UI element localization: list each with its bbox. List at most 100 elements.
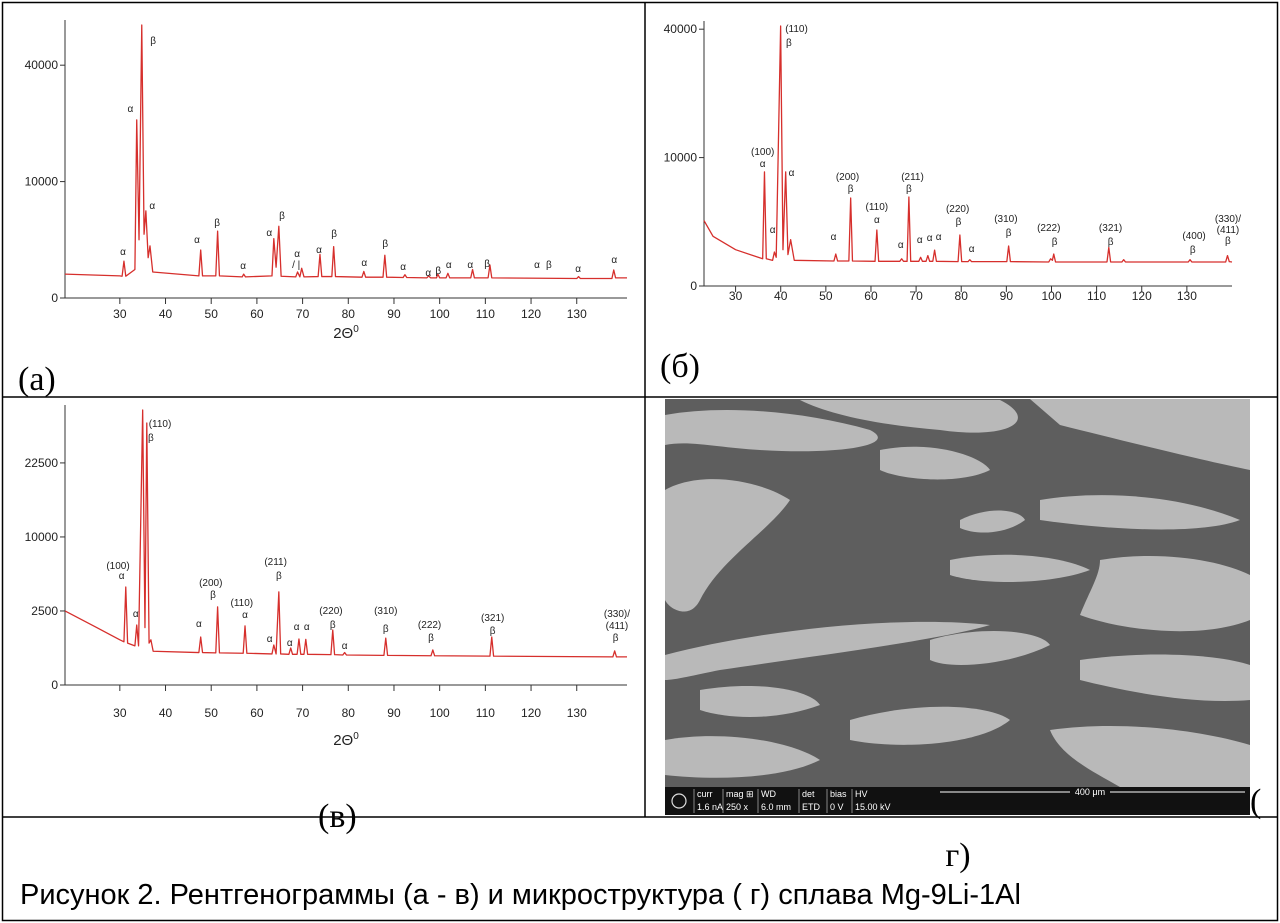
peak-label: (100) [751, 147, 774, 158]
x-axis-label: 2Θ0 [333, 731, 359, 749]
peak-label: α [196, 619, 202, 630]
peak-label: β [906, 184, 912, 195]
x-axis-label-main: 2Θ [333, 732, 353, 749]
info-value: 250 x [726, 802, 749, 812]
peak-label: β [484, 259, 490, 270]
x-tick-label: 90 [387, 706, 401, 720]
peak-label: (220) [946, 204, 969, 215]
peak-label: α [831, 232, 837, 243]
x-tick-label: 60 [250, 706, 264, 720]
peak-label: β [150, 36, 156, 47]
x-tick-label: 40 [159, 706, 173, 720]
x-tick-label: 130 [567, 307, 587, 321]
scale-label: 400 μm [1075, 787, 1105, 797]
info-value: 0 V [830, 802, 844, 812]
panel-label: (в) [318, 798, 357, 835]
peak-label: (110) [149, 419, 172, 430]
y-tick-label: 10000 [25, 175, 59, 189]
peak-label: β [1190, 245, 1196, 256]
detector-icon [671, 793, 687, 809]
peak-label: α [361, 258, 367, 269]
panel-label: г) [945, 837, 970, 874]
info-label: WD [761, 789, 776, 799]
x-tick-label: 130 [1177, 289, 1197, 303]
panel-label: ( [1250, 783, 1261, 820]
peak-label: α [266, 228, 272, 239]
x-tick-label: 30 [113, 307, 127, 321]
info-label: det [802, 789, 815, 799]
peak-label: β [276, 571, 282, 582]
spectrum-line [64, 24, 627, 280]
x-tick-label: 100 [430, 706, 450, 720]
x-axis-label: 2Θ0 [333, 324, 359, 342]
x-tick-label: 50 [205, 706, 219, 720]
peak-label: (222) [1037, 223, 1060, 234]
peak-label: β [613, 633, 619, 644]
x-tick-label: 30 [729, 289, 743, 303]
peak-label: α [400, 262, 406, 273]
info-value: 6.0 mm [761, 802, 791, 812]
peak-label: (321) [481, 613, 504, 624]
y-tick-label: 0 [51, 291, 58, 305]
peak-label: (310) [374, 606, 397, 617]
x-tick-label: 30 [113, 706, 127, 720]
peak-label: α [917, 235, 923, 246]
x-tick-label: 60 [250, 307, 264, 321]
x-tick-label: 130 [567, 706, 587, 720]
peak-label: α [240, 261, 246, 272]
peak-label: (110) [785, 24, 808, 35]
peak-label: β [214, 218, 220, 229]
x-tick-label: 50 [819, 289, 833, 303]
x-tick-label: 50 [205, 307, 219, 321]
peak-label: α [611, 255, 617, 266]
peak-label: α [969, 244, 975, 255]
peak-label: β [546, 260, 552, 271]
peak-label: α [760, 159, 766, 170]
peak-label: β [490, 626, 496, 637]
peak-label: α [133, 609, 139, 620]
peak-label: (211) [901, 172, 924, 183]
y-tick-label: 10000 [25, 530, 59, 544]
peak-label: α [534, 260, 540, 271]
y-tick-label: 40000 [664, 22, 698, 36]
peak-label: α [874, 215, 880, 226]
peak-label: α [316, 245, 322, 256]
x-tick-label: 100 [1041, 289, 1061, 303]
peak-label: α [304, 622, 310, 633]
peak-label: α [446, 260, 452, 271]
peak-label: (110) [866, 202, 889, 213]
peak-label: (310) [994, 214, 1017, 225]
info-value: 1.6 nA [697, 802, 723, 812]
peak-label: α [149, 201, 155, 212]
y-tick-label: 0 [51, 678, 58, 692]
peak-label: β [330, 620, 336, 631]
peak-label: β [331, 229, 337, 240]
spectrum-line [64, 409, 627, 658]
peak-label: (400) [1182, 231, 1205, 242]
peak-label: α [194, 235, 200, 246]
x-axis-label-main: 2Θ [333, 325, 353, 342]
spectrum-line [703, 25, 1233, 263]
peak-label: β [848, 184, 854, 195]
x-tick-label: 70 [296, 706, 310, 720]
peak-label: α [294, 249, 300, 260]
panel-label: (б) [660, 348, 700, 385]
micrograph [665, 399, 1250, 787]
panel-label: (а) [18, 361, 56, 398]
x-tick-label: 40 [774, 289, 788, 303]
peak-label: α [342, 641, 348, 652]
x-tick-label: 110 [1087, 289, 1106, 303]
x-tick-label: 80 [342, 706, 356, 720]
peak-label: α [898, 240, 904, 251]
x-axis-label-sup: 0 [353, 731, 359, 742]
x-tick-label: 90 [387, 307, 401, 321]
caption: Рисунок 2. Рентгенограммы (а - в) и микр… [20, 879, 1021, 911]
x-tick-label: 90 [1000, 289, 1014, 303]
x-tick-label: 120 [1132, 289, 1152, 303]
scale-label-bg [1070, 787, 1110, 797]
peak-label: (330)/ [604, 609, 630, 620]
x-tick-label: 80 [342, 307, 356, 321]
peak-label: α [120, 247, 126, 258]
